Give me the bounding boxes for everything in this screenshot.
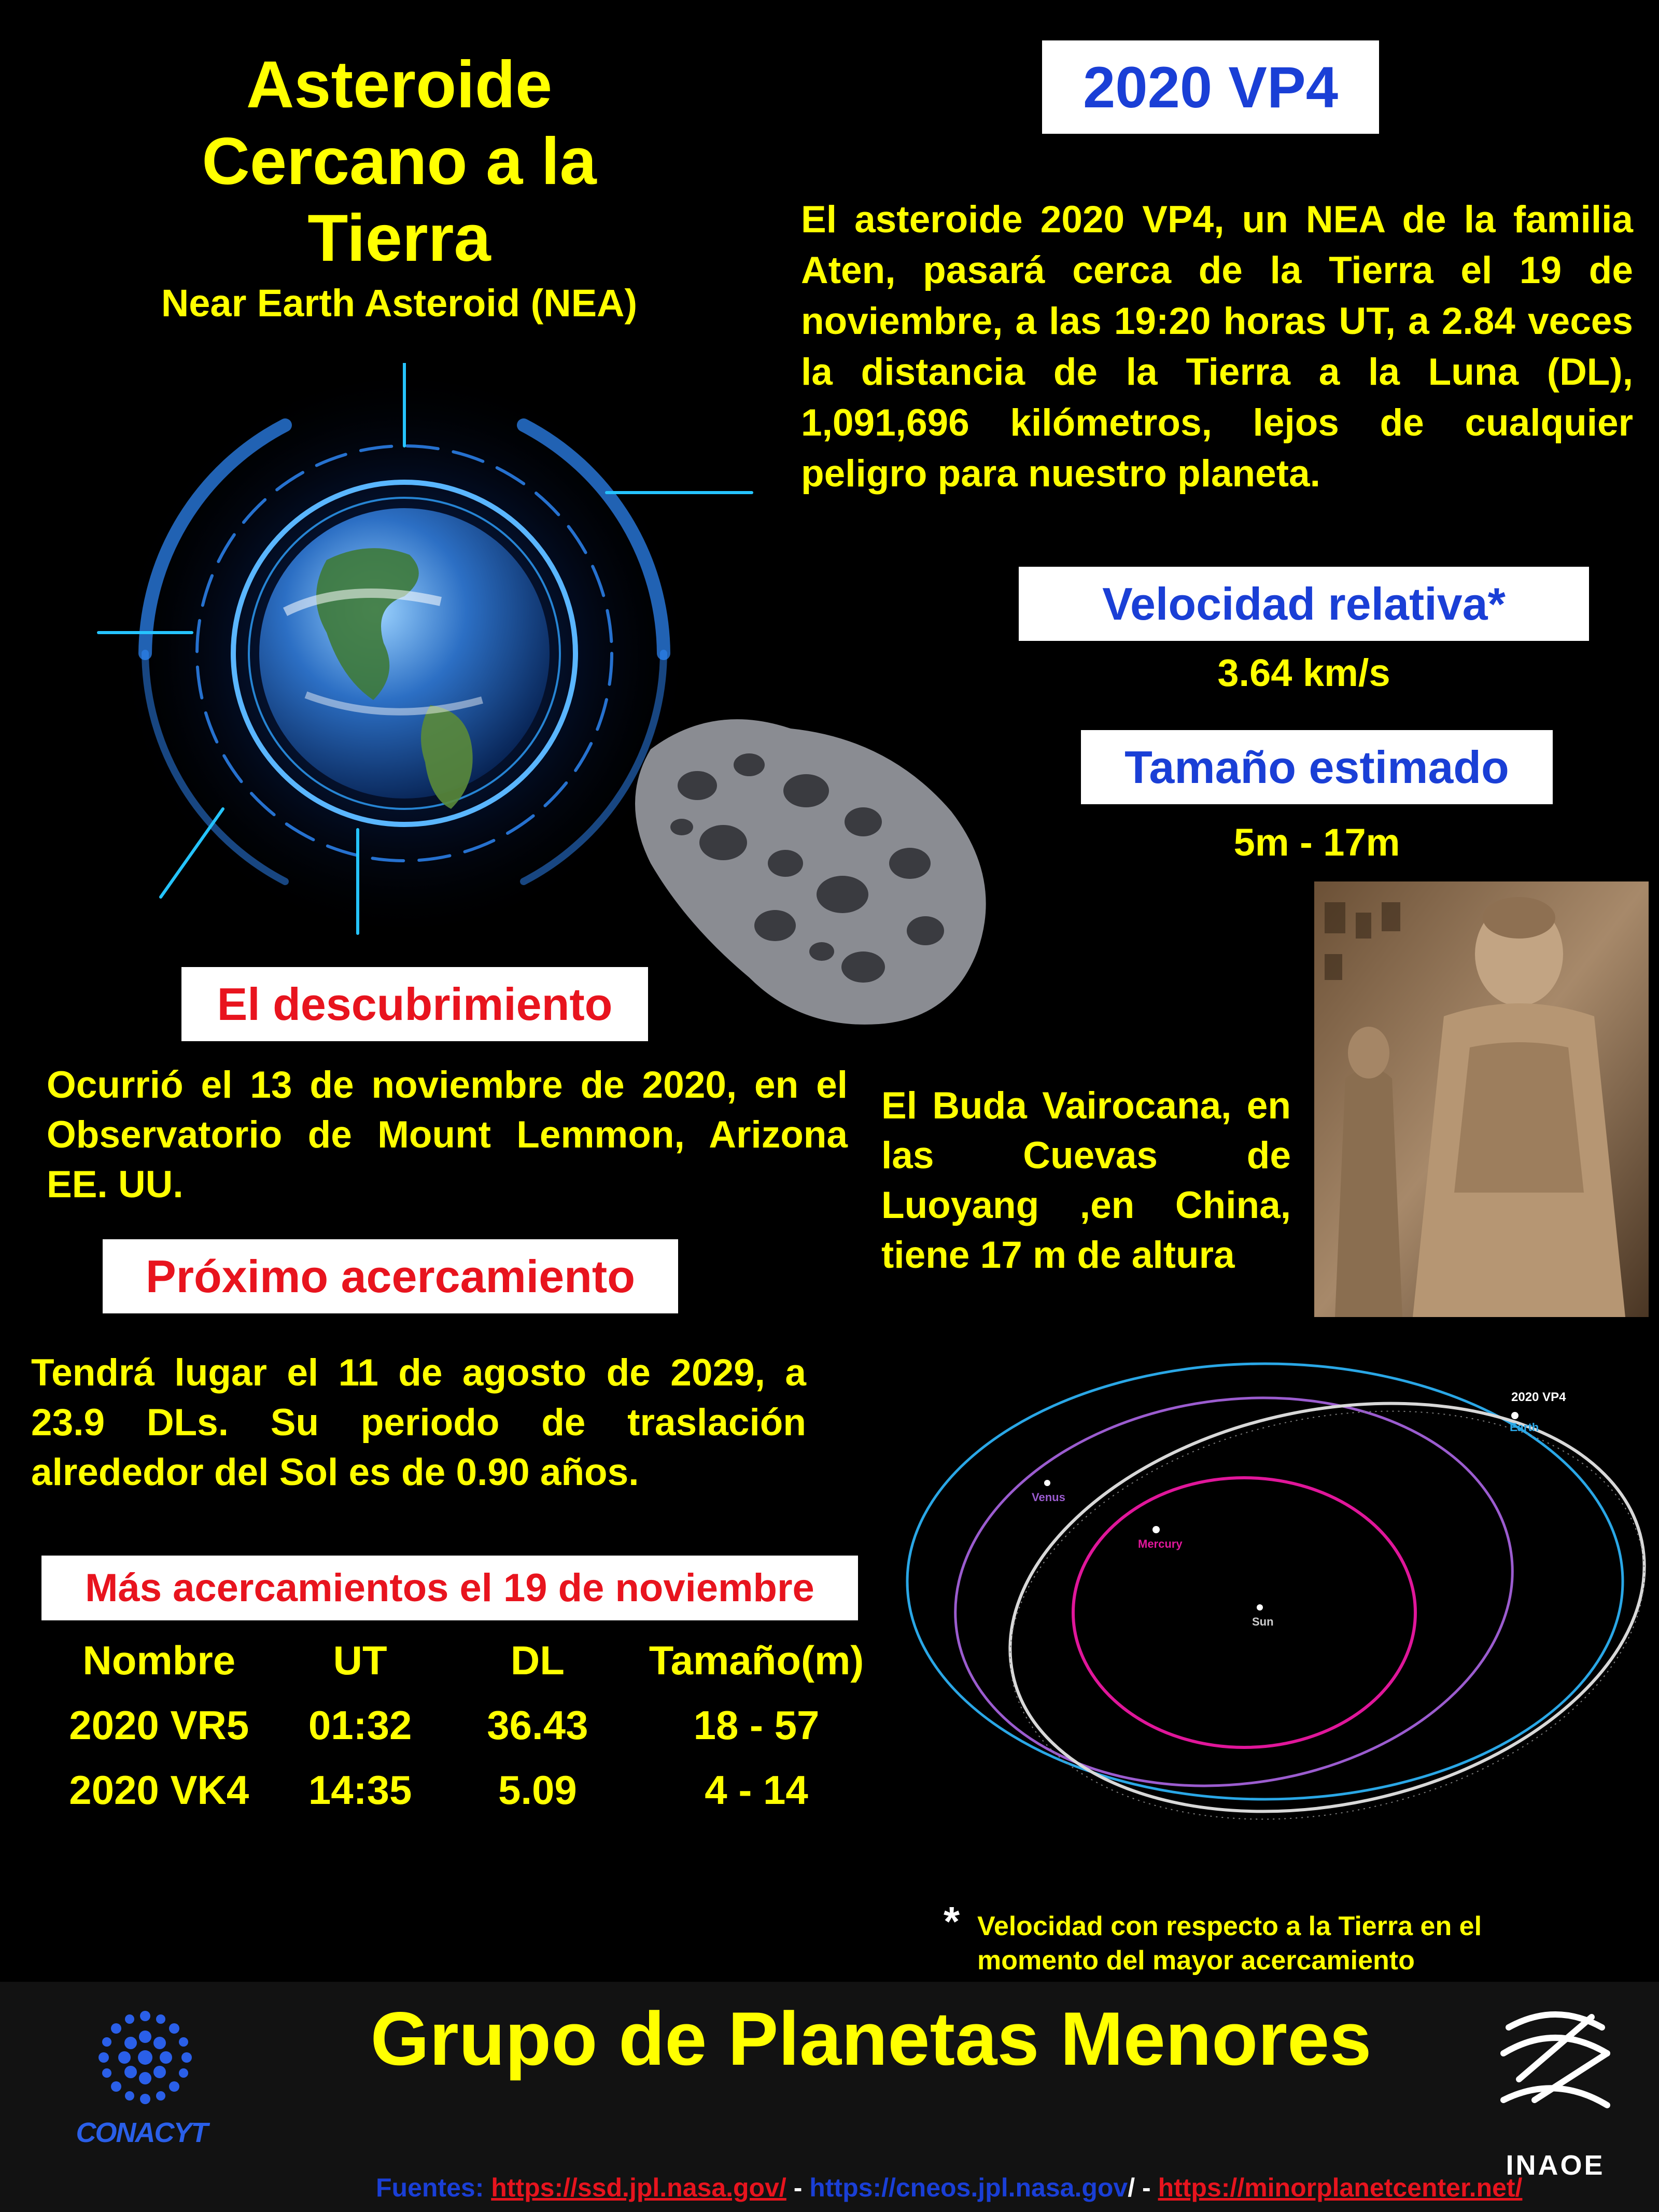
footnote-text: Velocidad con respecto a la Tierra en el… bbox=[977, 1911, 1482, 1976]
table-cell: 5.09 bbox=[498, 1767, 577, 1813]
table-row: 2020 VR5 01:32 36.43 18 - 57 bbox=[47, 1693, 887, 1758]
title-line-1: Asteroide bbox=[246, 48, 553, 122]
earth-hud-image bbox=[97, 363, 753, 944]
next-approach-heading: Próximo acercamiento bbox=[103, 1239, 678, 1313]
group-name: Grupo de Planetas Menores bbox=[370, 1996, 1372, 2081]
size-heading: Tamaño estimado bbox=[1081, 730, 1553, 804]
sun-marker bbox=[1257, 1604, 1263, 1611]
next-approach-text: Tendrá lugar el 11 de agosto de 2029, a … bbox=[31, 1352, 806, 1493]
label-venus: Venus bbox=[1032, 1491, 1065, 1504]
inaoe-label: INAOE bbox=[1506, 2150, 1605, 2181]
asteroid-orbit bbox=[1008, 1402, 1646, 1813]
venus-orbit bbox=[954, 1396, 1514, 1787]
page-title: Asteroide Cercano a la Tierra bbox=[124, 47, 674, 277]
title-line-3: Tierra bbox=[307, 201, 491, 275]
buddha-photo bbox=[1314, 881, 1649, 1317]
table-row: 2020 VK4 14:35 5.09 4 - 14 bbox=[47, 1758, 887, 1823]
table-cell: 2020 VR5 bbox=[69, 1702, 249, 1748]
table-cell: 2020 VK4 bbox=[69, 1767, 249, 1813]
buddha-text: El Buda Vairocana, en las Cuevas de Luoy… bbox=[881, 1085, 1291, 1276]
subtitle: Near Earth Asteroid (NEA) bbox=[161, 282, 638, 325]
table-cell: 01:32 bbox=[308, 1702, 412, 1748]
table-cell: 4 - 14 bbox=[705, 1767, 808, 1813]
discovery-text: Ocurrió el 13 de noviembre de 2020, en e… bbox=[47, 1064, 848, 1206]
table-header-row: Nombre UT DL Tamaño(m) bbox=[47, 1628, 887, 1693]
source-link-ssd[interactable]: https://ssd.jpl.nasa.gov/ bbox=[491, 2173, 786, 2202]
column-header: UT bbox=[333, 1637, 387, 1683]
column-header: Tamaño(m) bbox=[649, 1637, 864, 1683]
inaoe-logo bbox=[1500, 2011, 1610, 2108]
mercury-orbit bbox=[1072, 1476, 1417, 1749]
more-approaches-heading: Más acercamientos el 19 de noviembre bbox=[41, 1556, 858, 1620]
label-earth: Earth bbox=[1510, 1421, 1539, 1434]
source-separator: - bbox=[786, 2173, 810, 2202]
intro-paragraph: El asteroide 2020 VP4, un NEA de la fami… bbox=[801, 199, 1633, 495]
asteroid-image bbox=[635, 719, 986, 1025]
footnote-star: * bbox=[944, 1898, 960, 1944]
label-sun: Sun bbox=[1252, 1615, 1274, 1628]
label-mercury: Mercury bbox=[1138, 1537, 1183, 1550]
sources-line: Fuentes: https://ssd.jpl.nasa.gov/ - htt… bbox=[376, 2173, 1651, 2203]
conacyt-label: CONACYT bbox=[76, 2117, 208, 2148]
velocity-value: 3.64 km/s bbox=[1217, 651, 1390, 694]
venus-marker bbox=[1044, 1480, 1050, 1486]
velocity-heading: Velocidad relativa* bbox=[1019, 567, 1589, 641]
table-cell: 36.43 bbox=[487, 1702, 588, 1748]
earth-orbit bbox=[906, 1362, 1624, 1801]
conacyt-logo bbox=[99, 2011, 192, 2104]
column-header: Nombre bbox=[82, 1637, 236, 1683]
discovery-heading: El descubrimiento bbox=[181, 967, 648, 1041]
source-link-mpc[interactable]: https://minorplanetcenter.net/ bbox=[1158, 2173, 1523, 2202]
approach-table: Nombre UT DL Tamaño(m) 2020 VR5 01:32 36… bbox=[47, 1628, 887, 1823]
title-block: Asteroide Cercano a la Tierra Near Earth… bbox=[124, 47, 674, 325]
sources-label: Fuentes: bbox=[376, 2173, 484, 2202]
size-value: 5m - 17m bbox=[1233, 821, 1400, 864]
table-cell: 14:35 bbox=[308, 1767, 412, 1813]
label-asteroid: 2020 VP4 bbox=[1511, 1390, 1566, 1404]
orbit-diagram: 2020 VP4 Earth Venus Mercury Sun bbox=[906, 1362, 1646, 1820]
asteroid-name-badge: 2020 VP4 bbox=[1042, 40, 1379, 134]
source-separator: - bbox=[1135, 2173, 1158, 2202]
title-line-2: Cercano a la bbox=[202, 124, 597, 199]
source-link-cneos[interactable]: https://cneos.jpl.nasa.gov bbox=[809, 2173, 1128, 2202]
footer-band bbox=[0, 1982, 1659, 2212]
table-cell: 18 - 57 bbox=[693, 1702, 820, 1748]
column-header: DL bbox=[510, 1637, 565, 1683]
earth-marker bbox=[1511, 1412, 1519, 1419]
source-slash: / bbox=[1128, 2173, 1135, 2202]
mercury-marker bbox=[1152, 1526, 1160, 1533]
